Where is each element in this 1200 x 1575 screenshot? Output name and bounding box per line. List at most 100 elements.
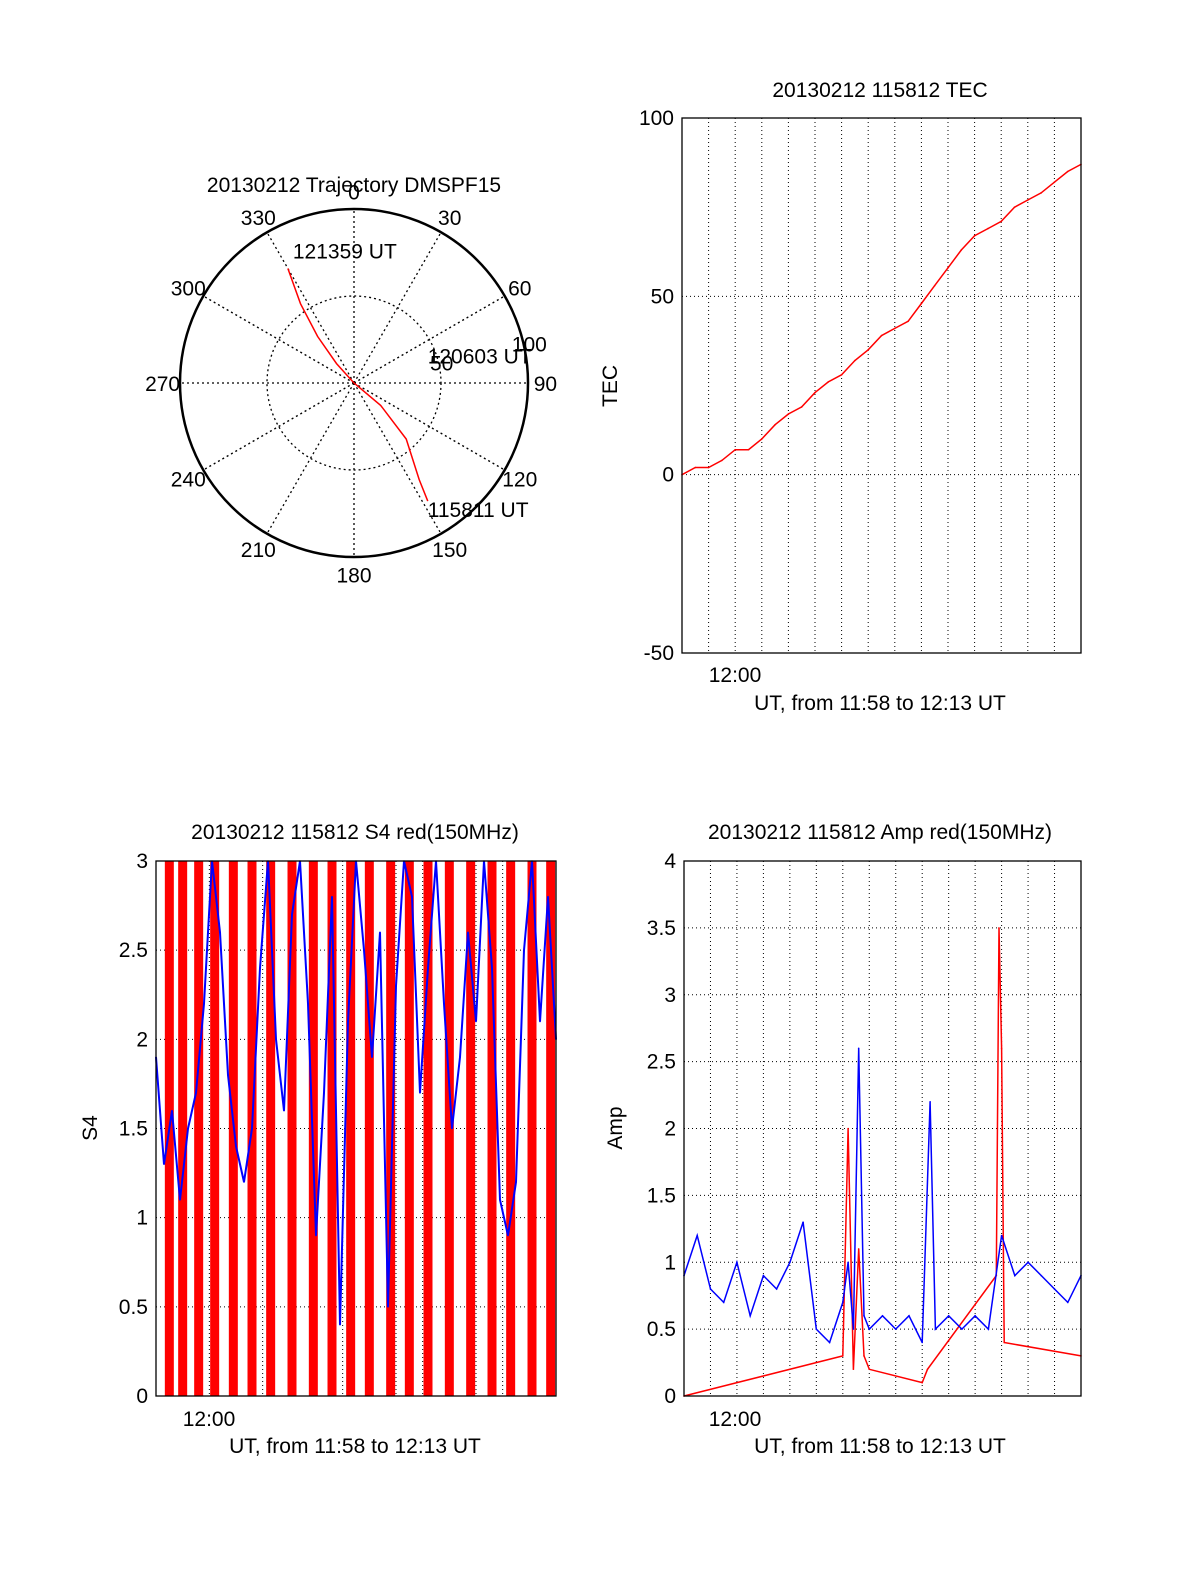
polar-radial-label: 50 — [430, 352, 453, 375]
data-point — [934, 1328, 937, 1330]
data-point — [491, 967, 493, 969]
data-point — [734, 448, 736, 451]
data-point — [747, 448, 750, 451]
data-point — [467, 931, 469, 934]
data-point — [395, 985, 397, 987]
data-point — [815, 1328, 818, 1330]
polar-spoke — [266, 382, 355, 535]
ytick-label: 0 — [664, 1385, 676, 1408]
tec-title: 20130212 115812 TEC — [772, 79, 987, 102]
data-point — [987, 227, 989, 230]
ytick-label: 2 — [664, 1118, 676, 1141]
data-point — [867, 349, 869, 351]
data-point — [921, 1381, 923, 1384]
ytick-label: 2.5 — [647, 1051, 676, 1074]
data-point — [1027, 1261, 1029, 1264]
data-point — [187, 1127, 189, 1130]
tec-xtick-label: 12:00 — [709, 664, 762, 687]
ytick-label: 4 — [664, 850, 676, 873]
polar-azimuth-label: 270 — [145, 373, 180, 396]
amp-xtick-label: 12:00 — [709, 1408, 762, 1431]
data-point — [907, 320, 909, 323]
data-point — [1000, 1047, 1003, 1050]
data-point — [411, 895, 413, 898]
data-point — [507, 1234, 509, 1237]
tec-panel: 20130212 115812 TEC TEC UT, from 11:58 t… — [599, 79, 1082, 715]
ytick-label: 0 — [662, 464, 674, 487]
data-point — [307, 1002, 309, 1005]
polar-radial-label: 100 — [512, 334, 547, 357]
data-point — [787, 413, 790, 415]
trajectory-annotation: 120603 UT — [428, 345, 532, 368]
data-point — [894, 327, 896, 330]
data-point — [880, 334, 883, 337]
ytick-label: 100 — [639, 107, 674, 130]
data-point — [451, 1127, 453, 1130]
data-point — [694, 466, 697, 469]
ytick-label: 1.5 — [647, 1184, 676, 1207]
s4-ylabel: S4 — [79, 1115, 102, 1141]
plot-background — [684, 861, 1081, 1396]
data-point — [1066, 170, 1069, 173]
data-point — [842, 1355, 844, 1357]
data-point — [722, 1301, 725, 1304]
polar-spoke — [353, 382, 506, 471]
data-point — [1000, 220, 1002, 223]
polar-spoke — [202, 382, 355, 471]
polar-azimuth-label: 0 — [348, 182, 360, 205]
data-point — [749, 1314, 751, 1317]
polar-spoke — [266, 231, 355, 384]
ytick-label: 0.5 — [119, 1296, 148, 1319]
amp-xlabel: UT, from 11:58 to 12:13 UT — [754, 1435, 1006, 1458]
polar-spoke — [202, 295, 355, 384]
data-point — [323, 1092, 325, 1094]
data-point — [947, 1314, 950, 1317]
ytick-label: 3 — [136, 850, 148, 873]
data-point — [842, 1301, 844, 1304]
polar-trajectory-panel: 20130212 Trajectory DMSPF15 0 30 60 90 120 15… — [145, 174, 557, 587]
data-point — [235, 1145, 237, 1148]
s4-xtick-label: 12:00 — [183, 1408, 236, 1431]
data-point — [219, 931, 221, 934]
data-point — [315, 1234, 317, 1237]
data-point — [1040, 1274, 1043, 1277]
plot-frame — [681, 117, 1082, 654]
data-point — [974, 1314, 976, 1317]
tec-xlabel: UT, from 11:58 to 12:13 UT — [754, 692, 1006, 715]
data-point — [475, 1020, 477, 1023]
data-point — [762, 1274, 765, 1277]
data-point — [998, 927, 1000, 929]
data-point — [857, 1047, 860, 1050]
data-point — [1027, 199, 1029, 201]
data-point — [707, 466, 710, 469]
data-point — [973, 234, 976, 237]
data-point — [894, 1328, 897, 1330]
data-point — [171, 1109, 173, 1112]
data-point — [1014, 1274, 1016, 1277]
data-point — [203, 1002, 205, 1005]
data-point — [275, 1038, 277, 1041]
data-point — [854, 359, 856, 362]
data-point — [926, 1368, 929, 1371]
data-point — [863, 1314, 865, 1317]
data-point — [840, 374, 843, 376]
data-point — [847, 1127, 849, 1130]
trajectory-annotation: 121359 UT — [293, 240, 397, 263]
plot-background — [682, 118, 1081, 653]
amp-ylabel: Amp — [604, 1106, 627, 1149]
data-point — [1000, 1234, 1003, 1237]
polar-title: 20130212 Trajectory DMSPF15 — [207, 174, 501, 197]
polar-azimuth-label: 180 — [336, 564, 371, 587]
data-point — [515, 1181, 517, 1183]
amp-panel: 20130212 115812 Amp red(150MHz) Amp UT, … — [604, 821, 1082, 1458]
s4-title: 20130212 115812 S4 red(150MHz) — [191, 821, 519, 844]
data-point — [163, 1163, 165, 1165]
data-point — [1053, 1288, 1056, 1290]
amp-title: 20130212 115812 Amp red(150MHz) — [708, 821, 1052, 844]
data-point — [847, 1261, 849, 1264]
ytick-label: 3.5 — [647, 917, 676, 940]
data-point — [427, 967, 429, 969]
data-point — [852, 1368, 855, 1371]
data-point — [828, 1341, 831, 1344]
data-point — [774, 423, 776, 426]
